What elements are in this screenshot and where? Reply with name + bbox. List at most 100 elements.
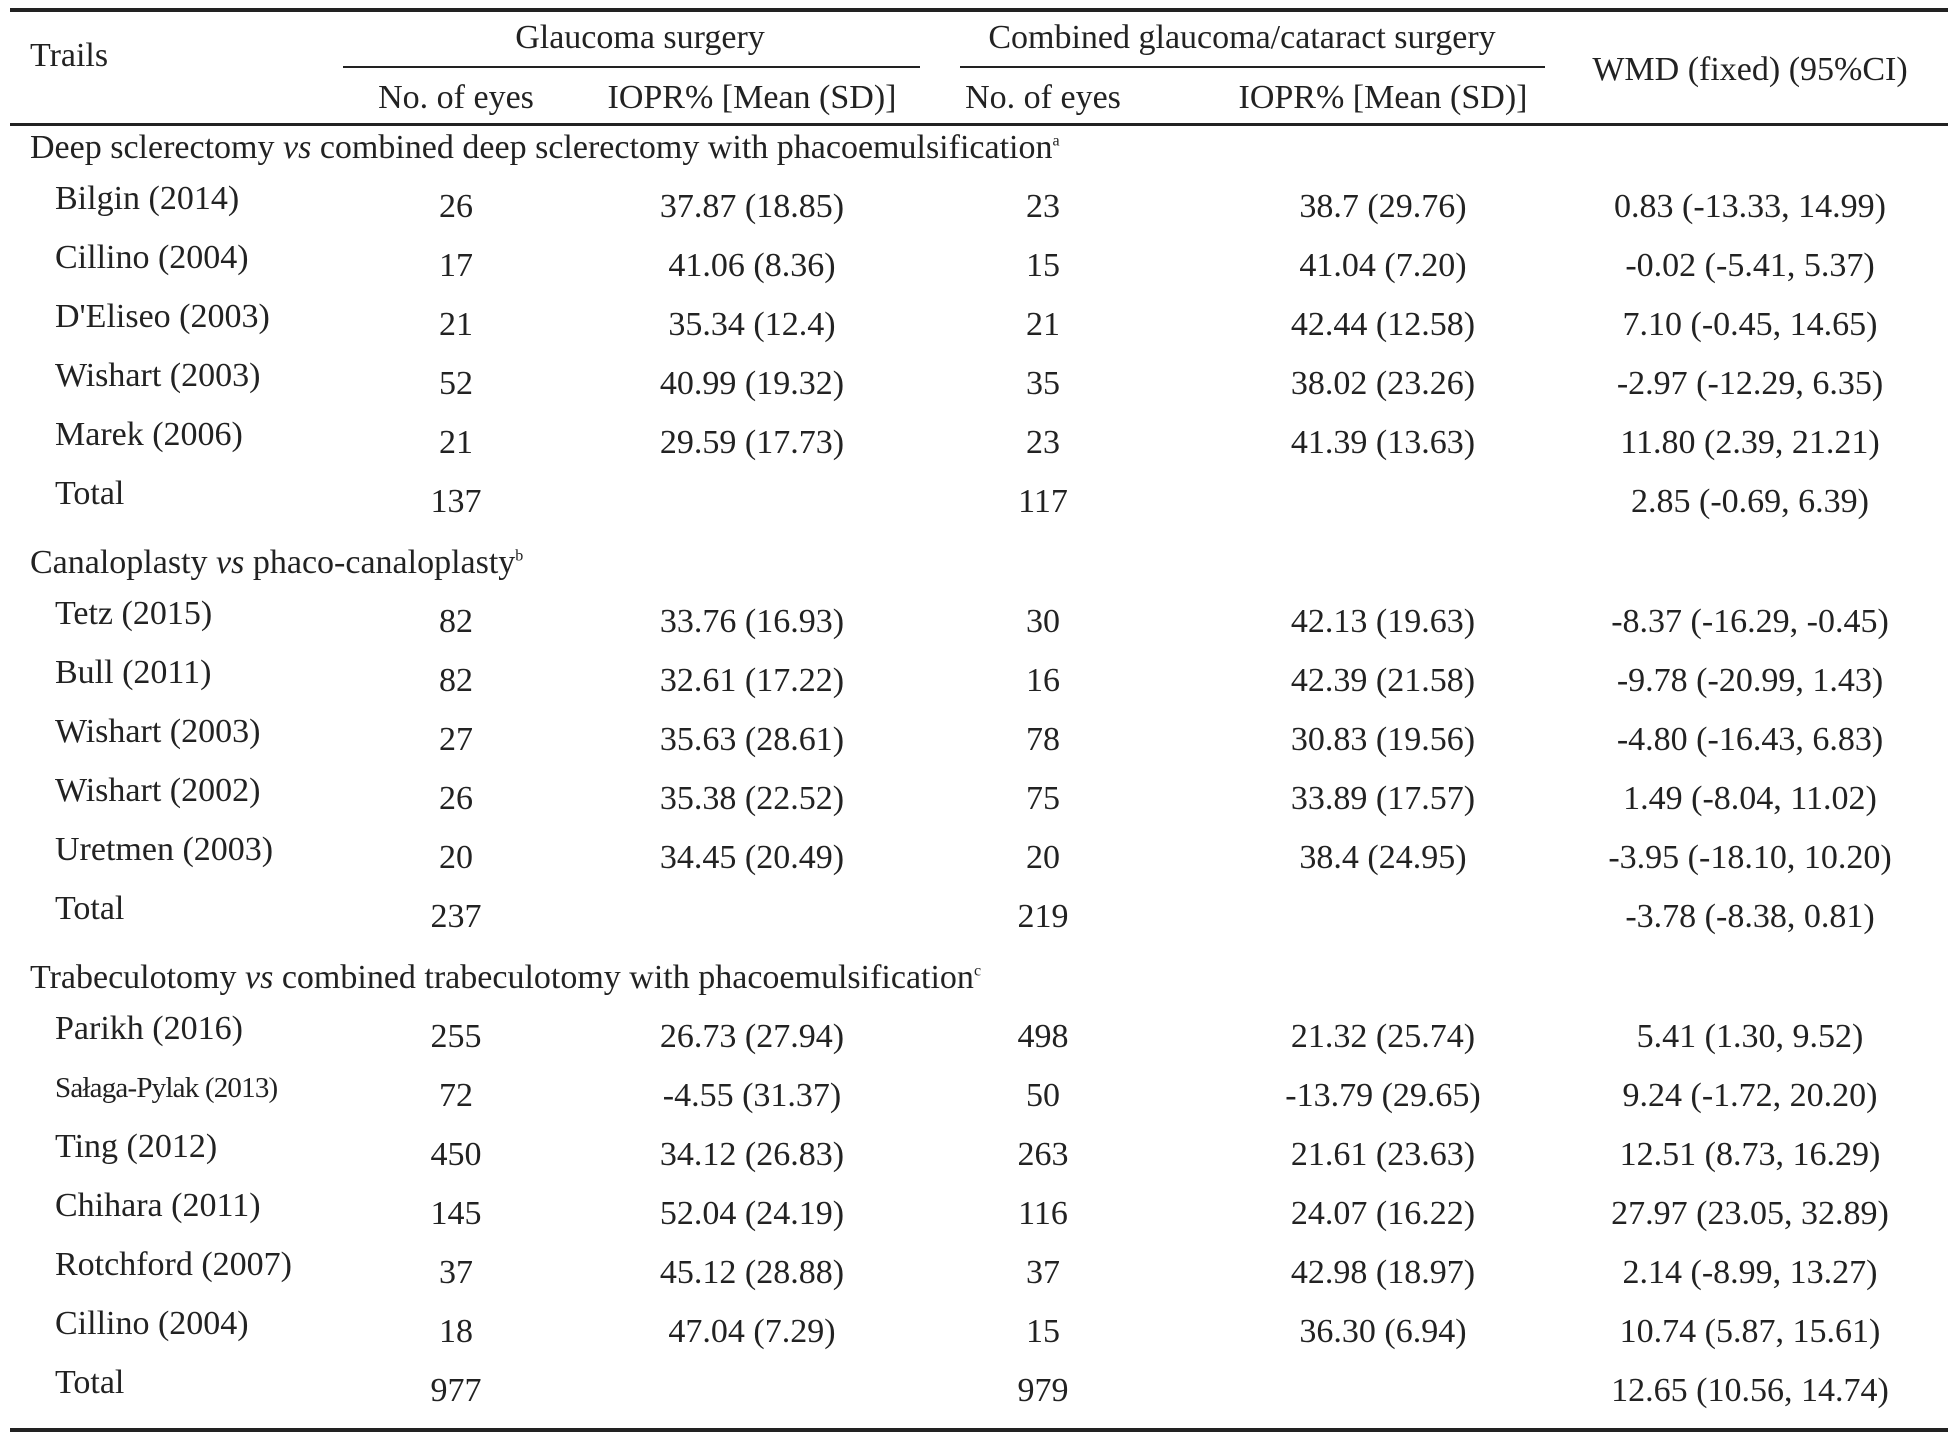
table-row-n-eyes-1: 27 [439, 721, 473, 758]
table-row-trail: Chihara (2011) [55, 1187, 261, 1224]
table-bottom-rule [10, 1428, 1948, 1432]
table-row-iopr-2: 21.32 (25.74) [1290, 1018, 1476, 1055]
table-row-iopr-2: 38.02 (23.26) [1290, 365, 1476, 402]
table-row-n-eyes-2: 20 [1026, 839, 1060, 876]
table-row-trail: Wishart (2003) [55, 713, 261, 750]
total-row-n-eyes-2: 979 [1017, 1372, 1069, 1409]
table-row-iopr-2: 42.98 (18.97) [1290, 1254, 1476, 1291]
table-row-n-eyes-1: 82 [439, 603, 473, 640]
table-row-iopr-1: 26.73 (27.94) [659, 1018, 845, 1055]
table-row-n-eyes-2: 16 [1026, 662, 1060, 699]
header-n-eyes-1: No. of eyes [378, 79, 534, 116]
table-row-n-eyes-1: 52 [439, 365, 473, 402]
total-row-n-eyes-2: 219 [1017, 898, 1069, 935]
section-title: Deep sclerectomy vs combined deep sclere… [30, 128, 1060, 168]
total-row-trail: Total [55, 1364, 125, 1401]
section-title-pre: Canaloplasty [30, 544, 217, 581]
table-row-n-eyes-1: 450 [430, 1136, 482, 1173]
table-row-n-eyes-1: 37 [439, 1254, 473, 1291]
total-row-wmd: 12.65 (10.56, 14.74) [1611, 1372, 1889, 1409]
table-row-trail: Wishart (2003) [55, 357, 261, 394]
table-row-wmd: 0.83 (-13.33, 14.99) [1614, 188, 1886, 225]
section-footnote-marker: b [515, 547, 524, 565]
table-row-trail: Uretmen (2003) [55, 831, 274, 868]
table-row-trail: Cillino (2004) [55, 239, 249, 276]
section-title-post: combined trabeculotomy with phacoemulsif… [273, 959, 974, 996]
total-row-wmd: 2.85 (-0.69, 6.39) [1631, 483, 1869, 520]
table-row-wmd: 2.14 (-8.99, 13.27) [1622, 1254, 1878, 1291]
table-row-trail: Bull (2011) [55, 654, 212, 691]
header-trails: Trails [30, 37, 109, 74]
table-row-n-eyes-1: 255 [430, 1018, 482, 1055]
table-row-iopr-1: 35.38 (22.52) [659, 780, 845, 817]
table-row-n-eyes-2: 35 [1026, 365, 1060, 402]
total-row-n-eyes-1: 977 [430, 1372, 482, 1409]
table-row-n-eyes-2: 116 [1018, 1195, 1068, 1232]
table-row-iopr-1: 52.04 (24.19) [659, 1195, 845, 1232]
table-row-trail: Ting (2012) [55, 1128, 218, 1165]
section-title-vs: vs [245, 959, 274, 996]
table-row-wmd: -4.80 (-16.43, 6.83) [1616, 721, 1884, 758]
total-row-trail: Total [55, 475, 125, 512]
table-row-wmd: -0.02 (-5.41, 5.37) [1625, 247, 1875, 284]
table-row-iopr-1: 34.12 (26.83) [659, 1136, 845, 1173]
table-row-wmd: -9.78 (-20.99, 1.43) [1616, 662, 1884, 699]
table-row-n-eyes-1: 20 [439, 839, 473, 876]
table-row-trail: Wishart (2002) [55, 772, 261, 809]
table-row-iopr-1: 34.45 (20.49) [659, 839, 845, 876]
table-row-iopr-2: -13.79 (29.65) [1285, 1077, 1481, 1114]
table-row-iopr-1: 32.61 (17.22) [659, 662, 845, 699]
table-row-n-eyes-2: 498 [1017, 1018, 1069, 1055]
table-row-n-eyes-2: 75 [1026, 780, 1060, 817]
table-row-n-eyes-2: 37 [1026, 1254, 1060, 1291]
total-row-n-eyes-2: 117 [1018, 483, 1068, 520]
table-row-wmd: 10.74 (5.87, 15.61) [1619, 1313, 1881, 1350]
table-row-iopr-2: 42.44 (12.58) [1290, 306, 1476, 343]
table-row-wmd: -3.95 (-18.10, 10.20) [1608, 839, 1892, 876]
section-title-pre: Trabeculotomy [30, 959, 246, 996]
total-row-n-eyes-1: 137 [430, 483, 482, 520]
table-row-trail: Cillino (2004) [55, 1305, 249, 1342]
table-row-wmd: -2.97 (-12.29, 6.35) [1616, 365, 1884, 402]
table-row-n-eyes-1: 18 [439, 1313, 473, 1350]
table-row-n-eyes-2: 15 [1026, 1313, 1060, 1350]
table-row-iopr-2: 33.89 (17.57) [1290, 780, 1476, 817]
table-row-n-eyes-2: 21 [1026, 306, 1060, 343]
header-bottom-rule [10, 123, 1948, 126]
header-iopr-1: IOPR% [Mean (SD)] [607, 79, 897, 116]
section-footnote-marker: c [973, 962, 982, 980]
table-row-n-eyes-1: 72 [439, 1077, 473, 1114]
table-row-trail: Tetz (2015) [55, 595, 213, 632]
table-row-n-eyes-2: 50 [1026, 1077, 1060, 1114]
table-row-iopr-2: 30.83 (19.56) [1290, 721, 1476, 758]
table-row-wmd: 7.10 (-0.45, 14.65) [1622, 306, 1878, 343]
header-n-eyes-2: No. of eyes [965, 79, 1121, 116]
table-row-iopr-2: 41.39 (13.63) [1290, 424, 1476, 461]
table-row-trail: Rotchford (2007) [55, 1246, 293, 1283]
table-row-trail: Parikh (2016) [55, 1010, 243, 1047]
table-row-iopr-1: 40.99 (19.32) [659, 365, 845, 402]
table-row-n-eyes-1: 82 [439, 662, 473, 699]
table-row-iopr-1: 35.63 (28.61) [659, 721, 845, 758]
total-row-n-eyes-1: 237 [430, 898, 482, 935]
table-row-wmd: 12.51 (8.73, 16.29) [1619, 1136, 1881, 1173]
table-row-n-eyes-2: 263 [1017, 1136, 1069, 1173]
table-row-iopr-1: 29.59 (17.73) [659, 424, 845, 461]
table-row-iopr-1: 33.76 (16.93) [659, 603, 845, 640]
table-row-trail: D'Eliseo (2003) [55, 298, 270, 335]
table-row-iopr-1: 41.06 (8.36) [668, 247, 836, 284]
table-row-n-eyes-1: 17 [439, 247, 473, 284]
table-top-rule [10, 8, 1948, 12]
table-row-iopr-2: 24.07 (16.22) [1290, 1195, 1476, 1232]
section-title: Trabeculotomy vs combined trabeculotomy … [30, 958, 981, 998]
header-wmd: WMD (fixed) (95%CI) [1592, 51, 1908, 88]
table-row-n-eyes-2: 78 [1026, 721, 1060, 758]
section-title-vs: vs [216, 544, 245, 581]
table-row-n-eyes-1: 145 [430, 1195, 482, 1232]
table-row-iopr-1: 45.12 (28.88) [659, 1254, 845, 1291]
table-row-iopr-2: 36.30 (6.94) [1299, 1313, 1467, 1350]
header-glaucoma-surgery: Glaucoma surgery [515, 19, 765, 56]
total-row-trail: Total [55, 890, 125, 927]
header-group2-rule [960, 66, 1545, 68]
table-row-wmd: 9.24 (-1.72, 20.20) [1622, 1077, 1878, 1114]
